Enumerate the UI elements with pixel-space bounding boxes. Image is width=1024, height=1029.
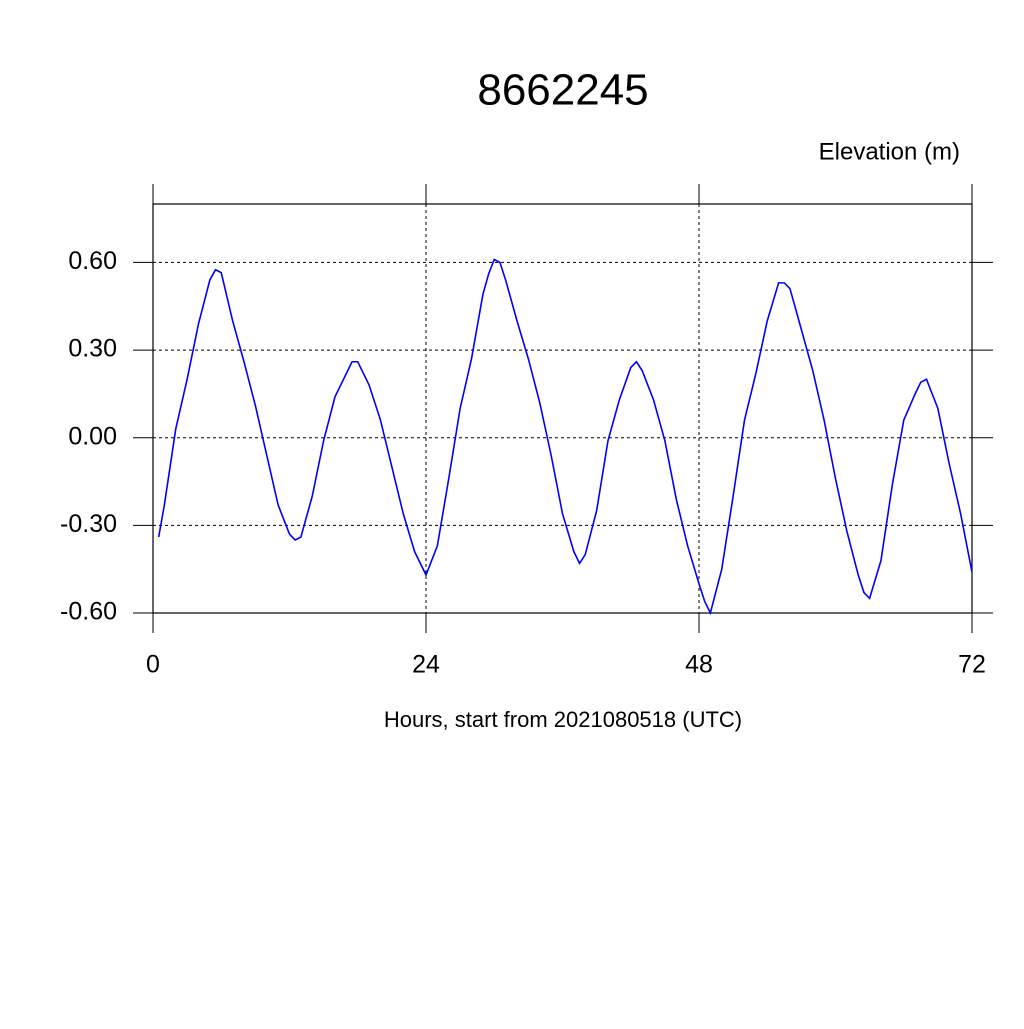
- y-tick-label: -0.60: [60, 598, 117, 626]
- y-axis-label: Elevation (m): [819, 138, 960, 165]
- x-tick-label: 72: [958, 651, 986, 679]
- y-tick-label: 0.30: [68, 335, 117, 363]
- x-tick-label: 48: [685, 651, 713, 679]
- data-line: [157, 258, 973, 616]
- x-tick-label: 0: [146, 651, 160, 679]
- x-axis-label: Hours, start from 2021080518 (UTC): [384, 707, 742, 732]
- y-tick-label: 0.60: [68, 247, 117, 275]
- x-tick-label: 24: [412, 651, 440, 679]
- y-tick-label: 0.00: [68, 422, 117, 450]
- chart-title: 8662245: [477, 66, 648, 115]
- y-tick-label: -0.30: [60, 510, 117, 538]
